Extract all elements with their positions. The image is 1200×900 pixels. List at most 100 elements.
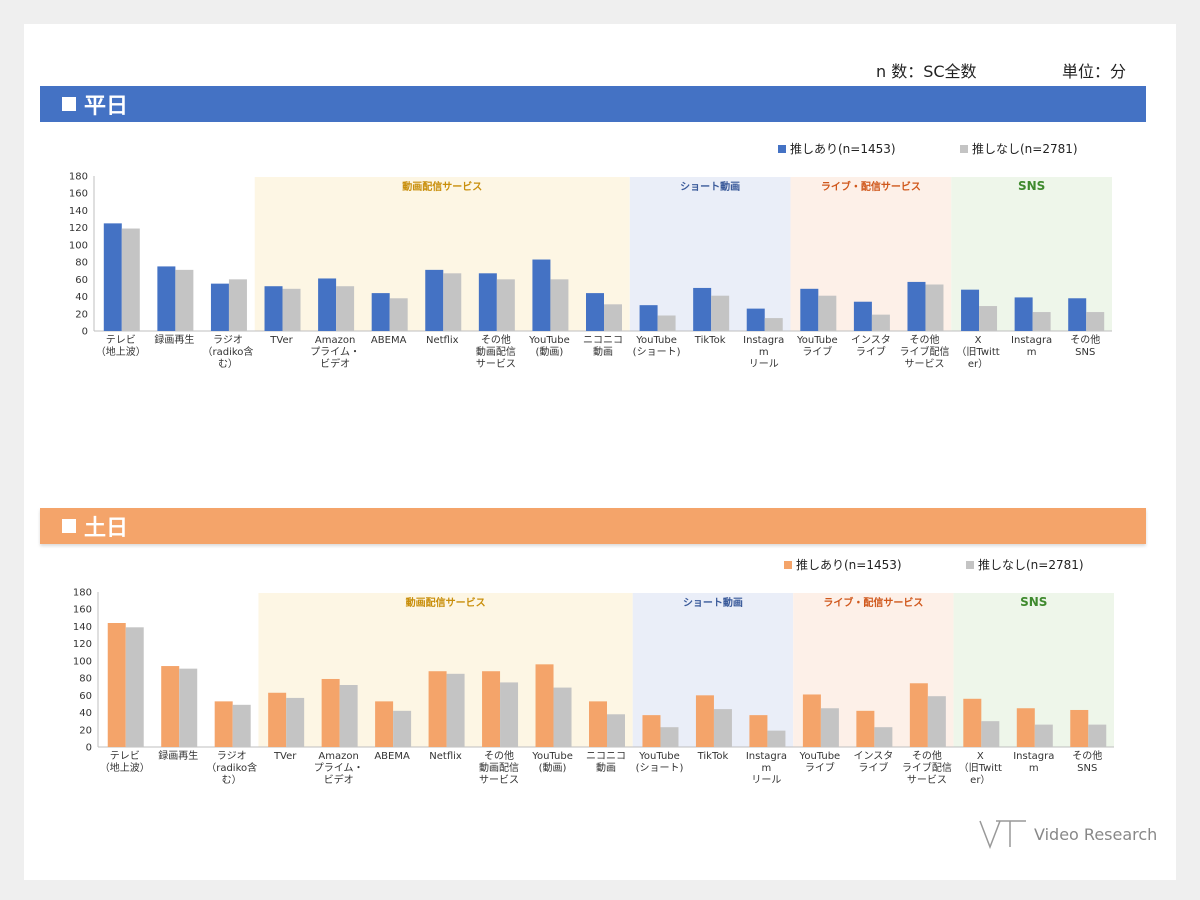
bar (981, 721, 1000, 747)
bar (371, 293, 390, 331)
unit-label: 単位：分 (1062, 62, 1127, 81)
y-tick-label: 40 (75, 292, 88, 303)
x-tick-label: Amazon プライム・ビデオ (314, 751, 364, 786)
x-tick-label: その他動画配信サービス (479, 749, 519, 786)
bar (532, 259, 551, 331)
bar (874, 727, 893, 747)
weekday-section-header: 平日 (40, 86, 1146, 122)
legend-label: 推しなし(n=2781) (972, 142, 1078, 156)
x-tick-label: YouTube (動画) (528, 335, 570, 358)
bar (642, 715, 661, 747)
weekend-section-header: 土日 (40, 508, 1146, 544)
bar (818, 295, 837, 331)
x-tick-label: YouTube ライブ (799, 751, 841, 774)
bar (103, 223, 122, 331)
bar (746, 308, 765, 331)
weekday-legend-1: 推しあり(n=1453) (778, 140, 896, 157)
legend-label: 推しなし(n=2781) (978, 558, 1084, 572)
y-tick-label: 180 (73, 588, 92, 599)
bar (210, 283, 229, 331)
y-tick-label: 100 (69, 240, 88, 251)
bar (925, 284, 944, 331)
bar (800, 288, 819, 331)
bar (321, 678, 340, 747)
bar (695, 695, 714, 747)
bar (961, 289, 980, 331)
x-tick-label: その他ライブ配信サービス (899, 333, 949, 370)
bar (318, 278, 337, 331)
bar (500, 682, 519, 747)
bar (802, 694, 821, 747)
y-tick-label: 80 (79, 674, 92, 685)
bar (232, 704, 251, 747)
bar (604, 304, 622, 331)
x-tick-label: ABEMA (371, 335, 407, 346)
x-tick-label: YouTube ライブ (796, 335, 838, 358)
x-tick-label: 録画再生 (158, 749, 198, 762)
bar (446, 673, 465, 747)
bar (907, 281, 926, 331)
x-tick-label: インスタライブ (853, 750, 893, 774)
bar (856, 710, 875, 747)
category-band-label: ライブ・配信サービス (823, 596, 923, 609)
category-band-label: ショート動画 (680, 180, 740, 193)
category-band-label: 動画配信サービス (406, 596, 486, 609)
y-tick-label: 180 (69, 172, 88, 183)
sample-size-label: n 数：SC全数 (876, 62, 977, 81)
legend-swatch (778, 144, 786, 153)
bar (693, 287, 712, 331)
x-tick-label: その他 SNS (1072, 749, 1102, 774)
bar (660, 727, 679, 747)
y-tick-label: 60 (79, 691, 92, 702)
bar (909, 683, 928, 747)
weekend-legend-1: 推しあり(n=1453) (784, 556, 902, 573)
bar (286, 697, 305, 747)
x-tick-label: Netflix (426, 335, 459, 346)
bar (550, 279, 569, 331)
bar (393, 710, 412, 747)
bar (496, 279, 515, 331)
bar (375, 701, 394, 747)
bar (1070, 709, 1089, 747)
weekday-chart: 動画配信サービス ショート動画 ライブ・配信サービス SNS 0 20 40 60 80 100 1… (69, 172, 1112, 370)
x-tick-label: TikTok (694, 335, 726, 346)
bar (853, 301, 872, 331)
x-tick-label: ニコニコ動画 (583, 335, 623, 358)
x-tick-label: TVer (273, 751, 297, 762)
x-tick-label: ニコニコ動画 (586, 751, 626, 774)
logo-mark-icon (979, 820, 1026, 849)
bar (121, 228, 140, 331)
bar (711, 295, 730, 331)
x-tick-label: テレビ（地上波） (100, 750, 150, 774)
x-tick-label: ラジオ（radiko含む） (202, 334, 253, 370)
bar (963, 698, 982, 747)
bar (228, 279, 247, 331)
weekend-section-title: 土日 (84, 516, 129, 541)
legend-swatch (966, 560, 974, 569)
bar (1014, 297, 1033, 331)
y-tick-label: 140 (73, 622, 92, 633)
x-tick-label: ラジオ（radiko含む） (206, 750, 257, 786)
bar (478, 273, 497, 331)
weekend-chart: 動画配信サービス ショート動画 ライブ・配信サービス SNS 0 20 40 60 80 100 1… (73, 588, 1114, 786)
x-tick-label: Instagra m (1013, 751, 1054, 774)
bar (927, 696, 946, 747)
bar (161, 666, 180, 747)
x-tick-label: TikTok (697, 751, 729, 762)
bar (482, 671, 501, 747)
x-tick-label: その他ライブ配信サービス (902, 749, 952, 786)
bar (657, 315, 676, 331)
x-tick-label: テレビ（地上波） (96, 334, 146, 358)
y-tick-label: 0 (82, 327, 88, 338)
x-tick-label: Netflix (429, 751, 462, 762)
x-tick-label: ABEMA (374, 751, 410, 762)
square-icon (62, 97, 76, 111)
bar (107, 623, 126, 747)
y-tick-label: 140 (69, 206, 88, 217)
bar (389, 298, 408, 331)
x-tick-label: 録画再生 (154, 333, 194, 346)
weekday-legend-2: 推しなし(n=2781) (960, 140, 1078, 157)
bar (979, 306, 998, 331)
bar (179, 668, 198, 747)
bar (282, 288, 301, 331)
